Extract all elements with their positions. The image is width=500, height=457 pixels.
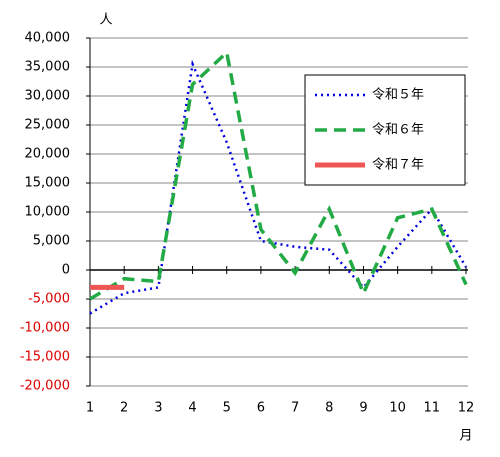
x-tick-label: 9 [359, 401, 367, 416]
x-tick-label: 6 [257, 401, 265, 416]
x-tick-label: 11 [424, 401, 441, 416]
x-tick-label: 4 [188, 401, 196, 416]
legend-box [304, 74, 466, 186]
y-tick-label: -10,000 [20, 321, 70, 336]
y-tick-label: 15,000 [25, 176, 71, 191]
y-tick-label: -15,000 [20, 350, 70, 365]
y-tick-label: 40,000 [25, 31, 71, 46]
y-tick-label: 0 [62, 263, 70, 278]
y-tick-label: -20,000 [20, 379, 70, 394]
y-tick-label: 30,000 [25, 89, 71, 104]
x-tick-label: 7 [291, 401, 299, 416]
y-tick-label: 25,000 [25, 118, 71, 133]
x-tick-label: 1 [86, 401, 94, 416]
y-tick-label: 35,000 [25, 60, 71, 75]
series-line [89, 49, 468, 301]
x-tick-label: 12 [458, 401, 475, 416]
y-tick-label: 5,000 [33, 234, 70, 249]
y-tick-label: 20,000 [25, 147, 71, 162]
x-tick-label: 10 [389, 401, 406, 416]
legend-label: 令和７年 [372, 158, 424, 173]
legend-label: 令和５年 [372, 88, 424, 103]
x-tick-label: 3 [154, 401, 162, 416]
x-tick-label: 2 [120, 401, 128, 416]
x-tick-label: 5 [223, 401, 231, 416]
legend-label: 令和６年 [372, 123, 424, 138]
y-tick-label: -5,000 [28, 292, 70, 307]
x-tick-label: 8 [325, 401, 333, 416]
y-axis-label: 人 [99, 13, 112, 28]
y-tick-label: 10,000 [25, 205, 71, 220]
x-axis-label: 月 [459, 429, 472, 444]
